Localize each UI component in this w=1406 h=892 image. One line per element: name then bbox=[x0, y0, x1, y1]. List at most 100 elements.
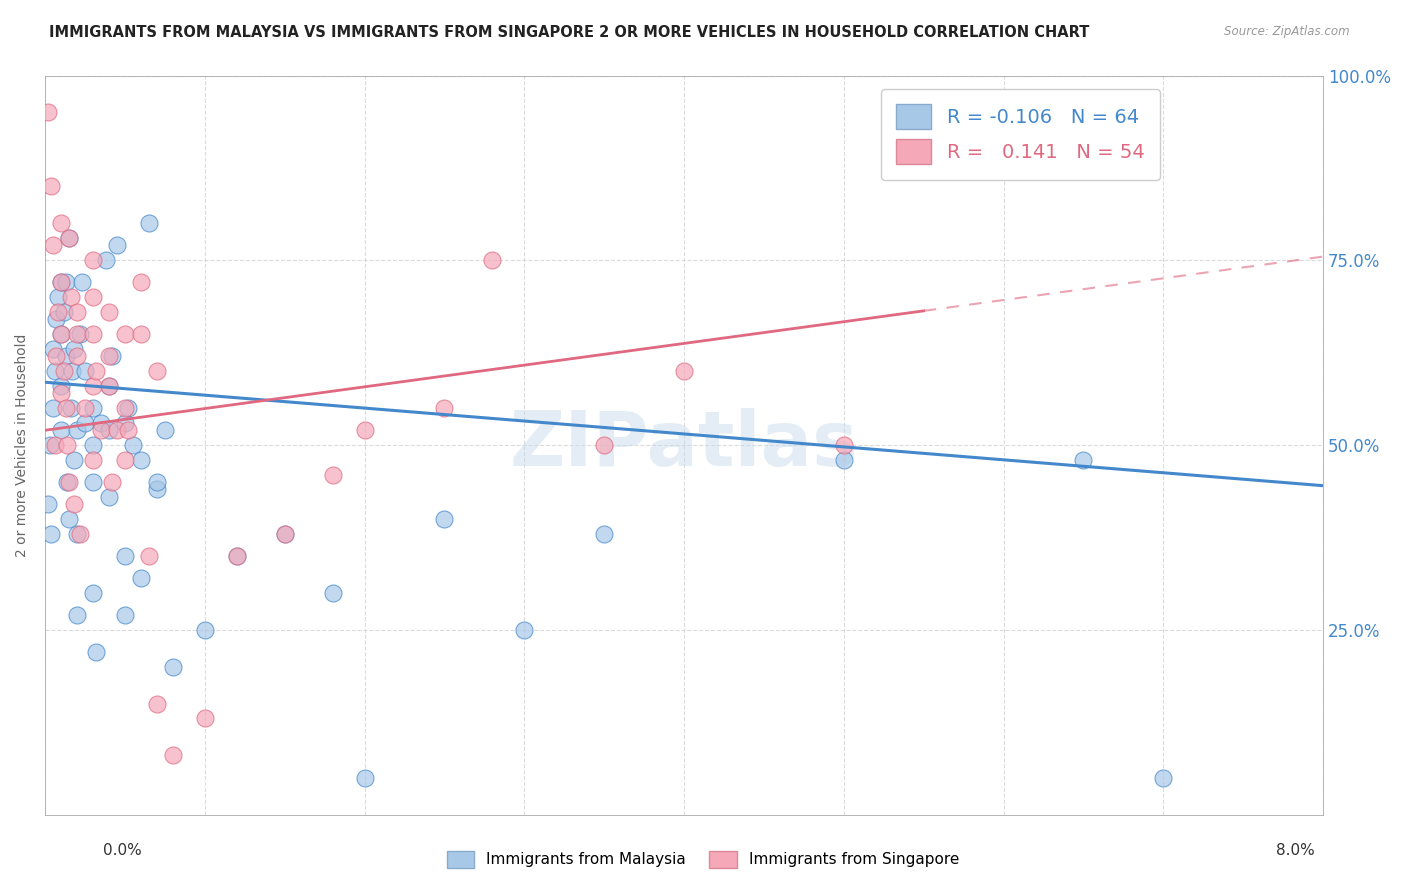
Point bbox=[97, 379, 120, 393]
Point bbox=[82, 438, 104, 452]
Point bbox=[55, 350, 77, 364]
Point bbox=[49, 327, 72, 342]
Point bbox=[97, 490, 120, 504]
Point bbox=[73, 401, 96, 415]
Point bbox=[225, 549, 247, 563]
Point bbox=[90, 416, 112, 430]
Point bbox=[82, 379, 104, 393]
Point bbox=[114, 401, 136, 415]
Point bbox=[433, 401, 456, 415]
Point bbox=[117, 423, 139, 437]
Point bbox=[146, 697, 169, 711]
Point bbox=[101, 350, 124, 364]
Point bbox=[59, 290, 82, 304]
Point bbox=[114, 549, 136, 563]
Point bbox=[97, 350, 120, 364]
Point bbox=[129, 327, 152, 342]
Point bbox=[353, 771, 375, 785]
Point bbox=[62, 342, 84, 356]
Point bbox=[66, 607, 89, 622]
Point bbox=[58, 231, 80, 245]
Point bbox=[101, 475, 124, 489]
Point bbox=[73, 364, 96, 378]
Text: IMMIGRANTS FROM MALAYSIA VS IMMIGRANTS FROM SINGAPORE 2 OR MORE VEHICLES IN HOUS: IMMIGRANTS FROM MALAYSIA VS IMMIGRANTS F… bbox=[49, 25, 1090, 40]
Point bbox=[49, 216, 72, 230]
Point bbox=[322, 586, 344, 600]
Point bbox=[194, 623, 217, 637]
Point bbox=[60, 364, 83, 378]
Point bbox=[66, 350, 89, 364]
Point bbox=[273, 526, 295, 541]
Point bbox=[46, 305, 69, 319]
Point bbox=[49, 423, 72, 437]
Point bbox=[97, 305, 120, 319]
Point bbox=[114, 327, 136, 342]
Point bbox=[56, 438, 79, 452]
Point bbox=[481, 253, 503, 268]
Point bbox=[70, 276, 93, 290]
Point bbox=[69, 526, 91, 541]
Point bbox=[513, 623, 536, 637]
Point bbox=[90, 423, 112, 437]
Point bbox=[129, 571, 152, 585]
Point bbox=[53, 305, 76, 319]
Legend: Immigrants from Malaysia, Immigrants from Singapore: Immigrants from Malaysia, Immigrants fro… bbox=[440, 845, 966, 873]
Point bbox=[42, 401, 65, 415]
Point bbox=[73, 416, 96, 430]
Point bbox=[82, 452, 104, 467]
Point bbox=[44, 438, 66, 452]
Point bbox=[105, 238, 128, 252]
Point bbox=[59, 401, 82, 415]
Point bbox=[42, 342, 65, 356]
Point bbox=[41, 526, 63, 541]
Point bbox=[593, 438, 616, 452]
Point bbox=[94, 253, 117, 268]
Point bbox=[82, 327, 104, 342]
Point bbox=[49, 327, 72, 342]
Point bbox=[117, 401, 139, 415]
Point bbox=[66, 526, 89, 541]
Point bbox=[673, 364, 696, 378]
Point bbox=[146, 475, 169, 489]
Point bbox=[66, 327, 89, 342]
Point bbox=[162, 748, 184, 763]
Point bbox=[84, 364, 107, 378]
Point bbox=[58, 512, 80, 526]
Point bbox=[44, 364, 66, 378]
Point bbox=[121, 438, 143, 452]
Point bbox=[97, 423, 120, 437]
Point bbox=[832, 452, 855, 467]
Point bbox=[138, 216, 160, 230]
Point bbox=[55, 276, 77, 290]
Point bbox=[42, 238, 65, 252]
Point bbox=[49, 276, 72, 290]
Point bbox=[129, 452, 152, 467]
Point bbox=[45, 350, 67, 364]
Point bbox=[353, 423, 375, 437]
Point bbox=[49, 276, 72, 290]
Point bbox=[105, 423, 128, 437]
Point bbox=[58, 475, 80, 489]
Point bbox=[49, 386, 72, 401]
Point bbox=[82, 253, 104, 268]
Point bbox=[593, 526, 616, 541]
Point bbox=[146, 364, 169, 378]
Point bbox=[273, 526, 295, 541]
Y-axis label: 2 or more Vehicles in Household: 2 or more Vehicles in Household bbox=[15, 334, 30, 557]
Point bbox=[46, 290, 69, 304]
Point bbox=[49, 379, 72, 393]
Point bbox=[114, 607, 136, 622]
Point bbox=[146, 483, 169, 497]
Point bbox=[45, 312, 67, 326]
Point bbox=[58, 231, 80, 245]
Point bbox=[138, 549, 160, 563]
Point bbox=[66, 305, 89, 319]
Point bbox=[114, 416, 136, 430]
Point bbox=[1073, 452, 1095, 467]
Legend: R = -0.106   N = 64, R =   0.141   N = 54: R = -0.106 N = 64, R = 0.141 N = 54 bbox=[880, 89, 1160, 180]
Text: 0.0%: 0.0% bbox=[103, 843, 142, 858]
Point bbox=[37, 105, 59, 120]
Point bbox=[38, 438, 60, 452]
Point bbox=[55, 401, 77, 415]
Point bbox=[69, 327, 91, 342]
